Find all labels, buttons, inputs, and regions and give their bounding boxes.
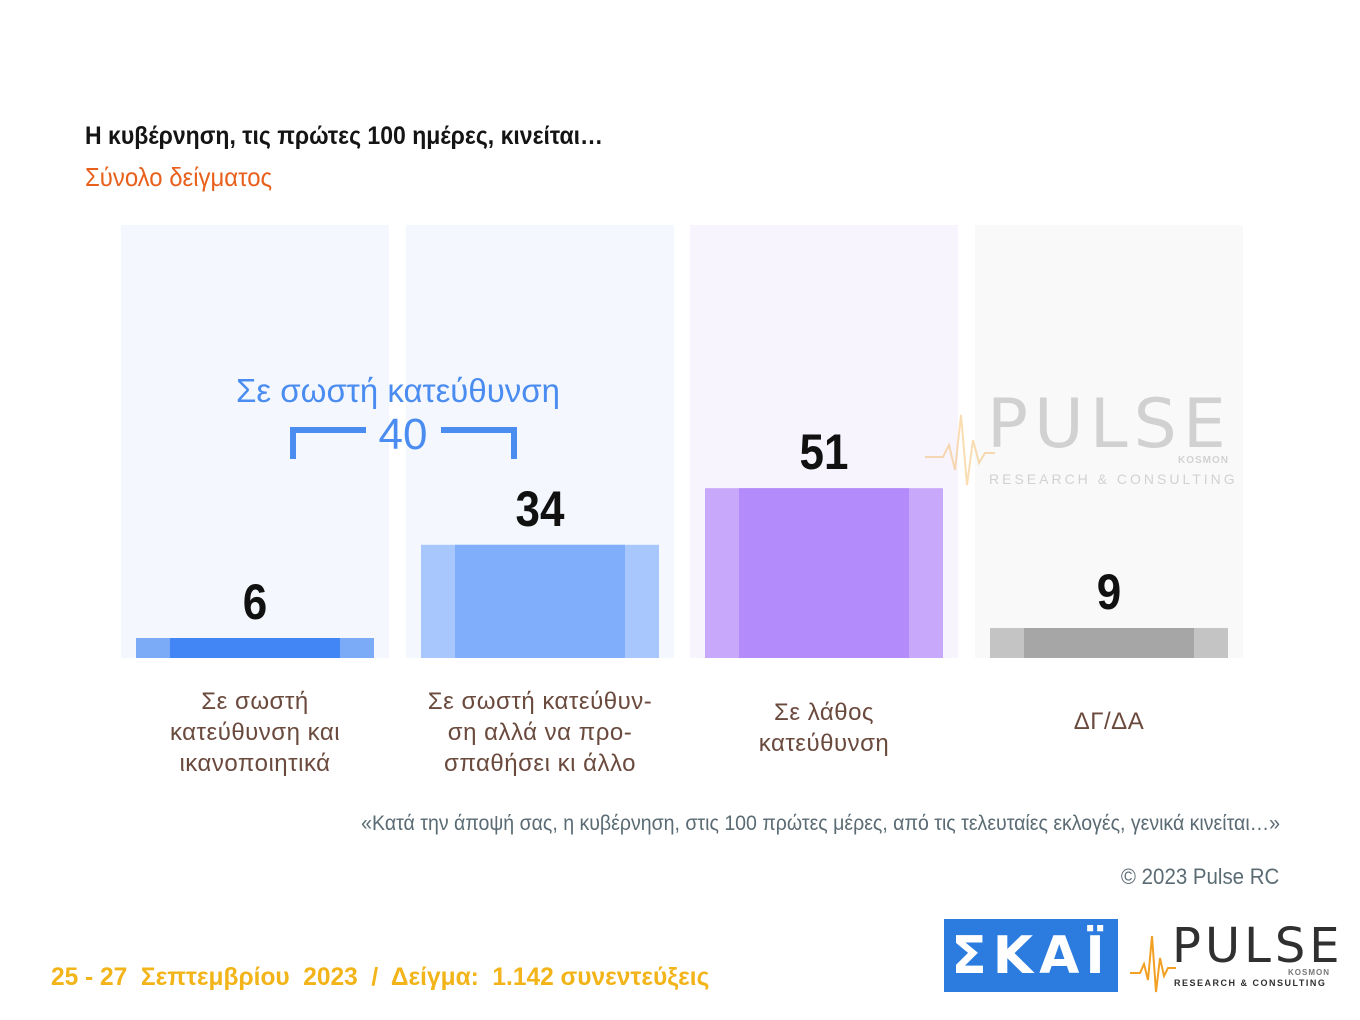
watermark-tagline: RESEARCH & CONSULTING — [989, 471, 1238, 487]
pulse-logo-tagline: RESEARCH & CONSULTING — [1174, 978, 1327, 988]
category-label: Σε σωστή κατεύθυν-ση αλλά να προ-σπαθήσε… — [406, 686, 674, 779]
bar — [455, 544, 625, 658]
category-label-line: ΔΓ/ΔΑ — [1073, 708, 1145, 735]
bar-background — [975, 225, 1243, 658]
watermark-sub-brand: KOSMON — [1178, 455, 1229, 466]
category-label-line: κατεύθυνση και — [169, 719, 341, 746]
pulse-logo-sub-brand: KOSMON — [1288, 968, 1330, 977]
chart-title: Η κυβέρνηση, τις πρώτες 100 ημέρες, κινε… — [85, 122, 604, 150]
category-label-line: κατεύθυνση — [758, 730, 890, 757]
copyright: © 2023 Pulse RC — [1120, 864, 1279, 889]
pulse-logo-wave-icon — [1130, 935, 1176, 993]
pulse-logo-text: PULSE — [1172, 918, 1344, 974]
bar-value-label: 6 — [243, 573, 267, 629]
survey-footer: 25 - 27 Σεπτεμβρίου 2023 / Δείγμα: 1.142… — [51, 963, 710, 991]
annotation-value: 40 — [379, 410, 428, 459]
bar-value-label: 9 — [1097, 563, 1121, 619]
skai-logo-text: ΣΚΑΪ — [951, 925, 1111, 986]
category-label-line: Σε λάθος — [774, 699, 874, 726]
pulse-watermark: PULSE KOSMON RESEARCH & CONSULTING — [925, 385, 1235, 495]
pulse-logo: PULSE KOSMON RESEARCH & CONSULTING — [1128, 918, 1340, 998]
watermark-brand: PULSE — [987, 385, 1232, 464]
bar-background — [121, 225, 389, 658]
bar — [1024, 628, 1194, 658]
category-label-line: ικανοποιητικά — [179, 750, 331, 777]
survey-question: «Κατά την άποψή σας, η κυβέρνηση, στις 1… — [361, 812, 1280, 835]
category-label-line: ση αλλά να προ- — [447, 719, 633, 746]
pulse-wave-icon — [925, 414, 995, 486]
annotation-label: Σε σωστή κατεύθυνση — [236, 372, 560, 409]
annotation-bracket-left — [290, 427, 366, 459]
bar-value-label: 34 — [516, 480, 565, 536]
bar — [170, 638, 340, 658]
category-label: Σε λάθος κατεύθυνση — [690, 697, 958, 759]
category-label-line: Σε σωστή — [201, 688, 309, 715]
category-label: ΔΓ/ΔΑ — [975, 706, 1243, 737]
annotation-bracket-right — [441, 427, 517, 459]
bar — [739, 488, 909, 658]
bar-value-label: 51 — [800, 424, 849, 480]
category-label: Σε σωστή κατεύθυνση και ικανοποιητικά — [121, 686, 389, 779]
skai-logo: ΣΚΑΪ — [944, 919, 1118, 992]
category-label-line: σπαθήσει κι άλλο — [444, 750, 636, 777]
category-label-line: Σε σωστή κατεύθυν- — [427, 688, 653, 715]
chart-subtitle: Σύνολο δείγματος — [85, 162, 273, 192]
